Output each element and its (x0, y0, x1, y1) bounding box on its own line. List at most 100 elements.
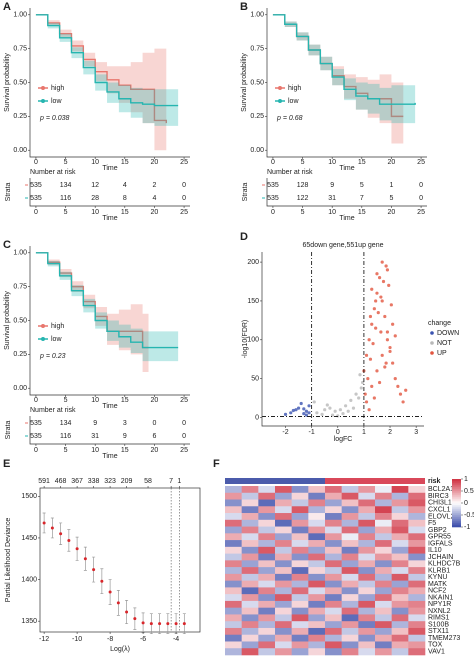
x-tick-label: -12 (39, 636, 49, 643)
cell (241, 486, 259, 494)
cell (275, 560, 292, 568)
cell (308, 567, 326, 575)
cell (375, 580, 392, 588)
cell (275, 621, 292, 629)
point (92, 568, 96, 572)
legend-label: high (51, 323, 64, 330)
cell (291, 641, 309, 649)
cell (341, 634, 359, 642)
annotation-bar (325, 478, 425, 484)
cell (241, 513, 259, 521)
cell (275, 546, 292, 554)
point (384, 361, 388, 365)
legend-title: change (428, 320, 451, 327)
cell (225, 627, 242, 636)
row-label: KLHDC7B (428, 561, 461, 568)
legend-dot (41, 99, 45, 103)
x-tick-label: 2 (388, 429, 392, 436)
top-tick-label: 58 (144, 478, 152, 485)
colorbar-step (452, 517, 461, 520)
risk-count: 3 (123, 420, 127, 427)
risk-count: 31 (91, 433, 99, 440)
cell (308, 506, 326, 514)
cell (358, 486, 376, 494)
cell (391, 560, 409, 568)
x-tick-label: 25 (417, 159, 425, 166)
panel-label: C (3, 239, 11, 251)
x-tick-label: 0 (336, 429, 340, 436)
y-tick-label: 0.25 (13, 351, 27, 358)
colorbar-step (452, 499, 461, 502)
row-label: VAV1 (428, 648, 445, 655)
cell (325, 499, 342, 507)
point (108, 590, 112, 594)
cell (375, 627, 392, 636)
legend-dot (430, 331, 434, 335)
table-x-tick-label: 0 (34, 447, 38, 454)
cell (408, 560, 426, 568)
point (404, 388, 408, 392)
table-x-tick-label: 15 (121, 447, 129, 454)
cell (275, 607, 292, 615)
y-tick-label: 50 (251, 375, 259, 382)
cell (375, 634, 392, 642)
cell (291, 614, 309, 622)
cell (408, 648, 426, 656)
cell (258, 600, 276, 608)
point (374, 299, 378, 303)
cell (291, 587, 309, 595)
cell (308, 486, 326, 494)
cell (241, 540, 259, 548)
cell (325, 533, 342, 541)
risk-table-title: Number at risk (30, 407, 76, 414)
cell (241, 499, 259, 507)
cell (341, 533, 359, 541)
colorbar-step (452, 485, 461, 488)
cell (241, 533, 259, 541)
x-tick-label: 10 (91, 397, 99, 404)
cell (225, 492, 242, 500)
point (125, 610, 129, 614)
point (302, 407, 306, 411)
cell (341, 526, 359, 534)
cell (375, 560, 392, 568)
cell (241, 506, 259, 514)
cell (291, 546, 309, 554)
colorbar-step (452, 491, 461, 494)
point (401, 400, 405, 404)
top-tick-label: 1 (177, 478, 181, 485)
colorbar-label: 1 (464, 476, 468, 483)
y-tick-label: 1.00 (250, 12, 264, 19)
cell (408, 580, 426, 588)
point (344, 404, 348, 408)
cell (341, 540, 359, 548)
survival-curve (35, 14, 179, 107)
risk-count: 5 (389, 195, 393, 202)
colorbar-step (452, 501, 461, 504)
row-label: STX11 (428, 628, 449, 635)
cell (325, 540, 342, 548)
cell (308, 580, 326, 588)
row-label: NCF2 (428, 588, 446, 595)
point (359, 386, 363, 390)
cell (241, 580, 259, 588)
y-tick-label: 1.00 (13, 12, 27, 19)
cell (308, 641, 326, 649)
cell (275, 627, 292, 636)
cell (408, 553, 426, 561)
x-axis-title: logFC (334, 436, 353, 443)
point (375, 291, 379, 295)
x-tick-label: 20 (151, 159, 159, 166)
point (182, 622, 186, 626)
cell (325, 634, 342, 642)
top-tick-label: 468 (55, 478, 67, 485)
cell (375, 492, 392, 500)
cell (358, 648, 376, 656)
cell (375, 600, 392, 608)
point (304, 413, 309, 417)
cell (308, 627, 326, 636)
annotation-label: risk (428, 478, 441, 485)
cell (225, 506, 242, 514)
